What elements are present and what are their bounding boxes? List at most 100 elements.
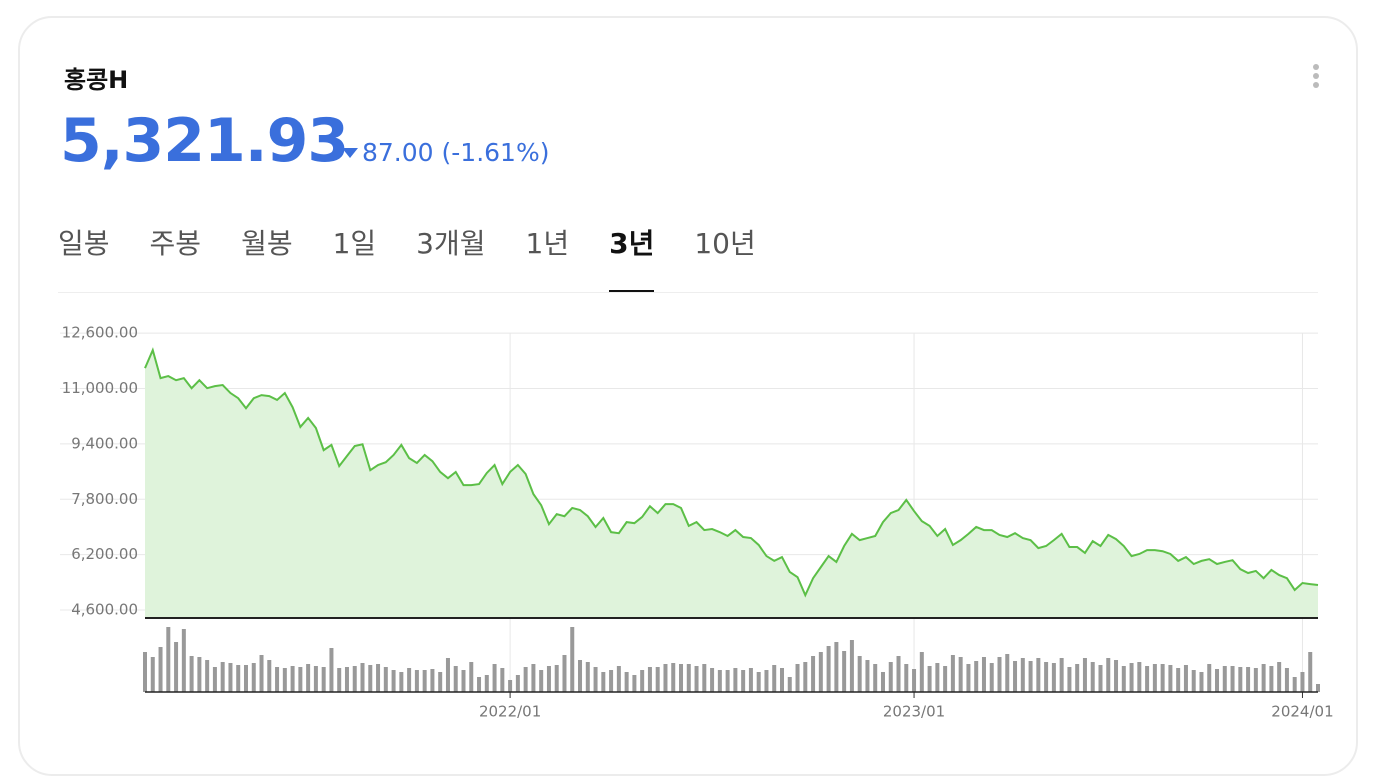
- volume-bar: [1137, 662, 1142, 692]
- volume-bar: [539, 670, 544, 692]
- volume-bar: [679, 664, 684, 692]
- volume-bar: [904, 664, 909, 692]
- volume-bar: [181, 629, 186, 692]
- period-tab[interactable]: 1년: [525, 227, 570, 260]
- volume-bar: [407, 668, 412, 692]
- volume-bar: [912, 669, 917, 692]
- volume-bar: [337, 668, 342, 692]
- volume-bar: [1246, 667, 1251, 692]
- volume-bar: [197, 657, 202, 692]
- volume-bar: [492, 664, 497, 692]
- volume-bar: [694, 666, 699, 692]
- volume-bar: [158, 647, 163, 692]
- volume-bar: [236, 665, 241, 692]
- volume-bar: [842, 651, 847, 692]
- volume-bar: [414, 670, 419, 692]
- x-tick-label: 2023/01: [883, 703, 945, 721]
- volume-bar: [1300, 672, 1305, 692]
- volume-bar: [1207, 664, 1212, 692]
- period-tab[interactable]: 월봉: [241, 227, 293, 260]
- volume-bar: [632, 675, 637, 692]
- volume-bar: [368, 665, 373, 692]
- volume-bar: [453, 666, 458, 692]
- volume-bar: [943, 666, 948, 692]
- volume-bar: [1160, 664, 1165, 692]
- more-menu[interactable]: [1311, 64, 1321, 94]
- volume-bar: [352, 666, 357, 692]
- volume-bar: [756, 672, 761, 692]
- period-tab[interactable]: 1일: [332, 227, 377, 260]
- volume-bar: [1020, 658, 1025, 692]
- volume-bar: [383, 667, 388, 692]
- volume-bar: [779, 668, 784, 692]
- line: [144, 347, 1319, 598]
- volume-bar: [1230, 666, 1235, 692]
- volume-bar: [966, 664, 971, 692]
- volume-bar: [376, 664, 381, 692]
- volume-bar: [1067, 667, 1072, 692]
- volume-bar: [935, 663, 940, 692]
- period-tab[interactable]: 3년: [609, 218, 655, 292]
- y-tick-label: 11,000.00: [62, 379, 138, 397]
- volume-bar: [865, 660, 870, 692]
- volume-bar: [290, 666, 295, 692]
- index-name: 홍콩H: [64, 66, 129, 94]
- volume-bar: [500, 668, 505, 692]
- volume-bar: [484, 675, 489, 692]
- volume-bar: [896, 656, 901, 692]
- volume-bar: [251, 663, 256, 692]
- volume-bar: [593, 667, 598, 692]
- volume-bar: [321, 667, 326, 692]
- volume-bar: [220, 662, 225, 692]
- volume-bar: [609, 670, 614, 692]
- volume-bar: [422, 670, 427, 692]
- price: 5,321.93: [60, 106, 349, 176]
- volume-bar: [1277, 662, 1282, 692]
- volume-bar: [508, 680, 513, 692]
- volume-bar: [873, 664, 878, 692]
- volume-bar: [927, 666, 932, 692]
- volume-bar: [306, 664, 311, 692]
- volume-bar: [570, 627, 575, 692]
- volume-bar: [1292, 677, 1297, 692]
- volume-bar: [1036, 658, 1041, 692]
- volume-bar: [562, 655, 567, 692]
- volume-bar: [143, 652, 147, 692]
- volume-bar: [585, 662, 590, 692]
- volume-bar: [329, 648, 334, 692]
- volume-bar: [1106, 658, 1111, 692]
- volume-bar: [880, 672, 885, 692]
- volume-bar: [997, 657, 1002, 692]
- volume-bar: [1222, 666, 1227, 692]
- volume-bar: [733, 668, 738, 692]
- volume-bar: [531, 664, 536, 692]
- y-tick-label: 7,800.00: [71, 490, 138, 508]
- volume-bar: [298, 667, 303, 692]
- volume-bar: [477, 677, 482, 692]
- period-tab[interactable]: 주봉: [149, 227, 202, 260]
- y-tick-label: 9,400.00: [71, 434, 138, 452]
- volume-bar: [1308, 652, 1313, 692]
- volume-bar: [849, 640, 854, 692]
- volume-bar: [1191, 670, 1196, 692]
- volume-bar: [826, 646, 831, 692]
- volume-bar: [1013, 661, 1018, 692]
- period-tab[interactable]: 3개월: [416, 227, 486, 260]
- volume-bar: [772, 665, 777, 692]
- volume-bar: [1238, 667, 1243, 692]
- volume-bar: [461, 670, 466, 692]
- volume-bar: [888, 662, 893, 692]
- volume-bar: [1284, 668, 1289, 692]
- chart: 4,600.00 6,200.00 7,800.00 9,400.00 11,000.0…: [60, 324, 1334, 721]
- volume-bar: [1269, 666, 1274, 692]
- volume-bar: [981, 657, 986, 692]
- volume-bar: [1253, 668, 1258, 692]
- volume-bar: [919, 652, 924, 692]
- volume-bar: [1152, 664, 1157, 692]
- period-tab[interactable]: 일봉: [58, 227, 110, 260]
- y-tick-label: 6,200.00: [71, 545, 138, 563]
- volume-bar: [469, 662, 474, 692]
- change-text: 87.00 (-1.61%): [362, 138, 550, 167]
- period-tab[interactable]: 10년: [694, 227, 756, 260]
- volume-bar: [546, 666, 551, 692]
